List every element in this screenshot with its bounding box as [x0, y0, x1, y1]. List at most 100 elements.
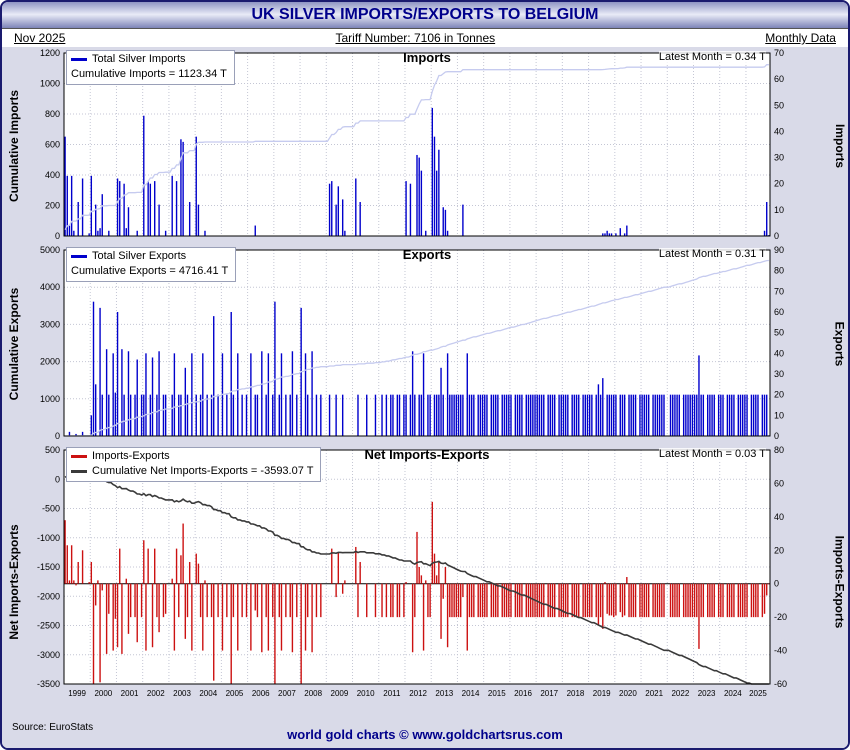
svg-text:2023: 2023	[698, 689, 716, 698]
svg-text:2016: 2016	[514, 689, 532, 698]
svg-text:0: 0	[774, 579, 779, 589]
svg-text:2019: 2019	[593, 689, 611, 698]
svg-text:-1500: -1500	[37, 562, 60, 572]
net-panel: Net Imports-Exports Imports-Exports -350…	[2, 444, 848, 719]
svg-text:2006: 2006	[252, 689, 270, 698]
svg-text:2020: 2020	[619, 689, 637, 698]
svg-text:400: 400	[45, 170, 60, 180]
svg-text:-1000: -1000	[37, 533, 60, 543]
svg-text:2018: 2018	[567, 689, 585, 698]
imports-plot: 0 200 400 600 800 1000 1200 0 10 20 30 40 50 60 70	[40, 48, 784, 241]
svg-text:-3500: -3500	[37, 679, 60, 689]
svg-text:50: 50	[774, 100, 784, 110]
svg-text:30: 30	[774, 369, 784, 379]
svg-text:10: 10	[774, 205, 784, 215]
svg-text:90: 90	[774, 245, 784, 255]
net-right-axis-label: Imports-Exports	[833, 535, 847, 628]
svg-text:-60: -60	[774, 679, 787, 689]
svg-text:30: 30	[774, 153, 784, 163]
imports-right-axis-label: Imports	[833, 123, 847, 168]
svg-text:2004: 2004	[199, 689, 217, 698]
svg-text:800: 800	[45, 109, 60, 119]
svg-text:-20: -20	[774, 612, 787, 622]
svg-text:70: 70	[774, 286, 784, 296]
svg-text:80: 80	[774, 445, 784, 455]
svg-text:0: 0	[55, 231, 60, 241]
svg-text:40: 40	[774, 512, 784, 522]
svg-text:2012: 2012	[409, 689, 427, 698]
subheader: Nov 2025 Tariff Number: 7106 in Tonnes M…	[2, 29, 848, 47]
imports-legend: Total Silver Imports Cumulative Imports …	[66, 50, 235, 85]
svg-text:2005: 2005	[226, 689, 244, 698]
imports-series-swatch	[71, 58, 87, 61]
net-cumulative-swatch	[71, 470, 87, 473]
exports-cumulative-label: Cumulative Exports = 4716.41 T	[71, 265, 229, 277]
source-label: Source: EuroStats	[12, 722, 94, 733]
charts-region: Cumulative Imports Imports 0 200 400 600 800…	[2, 47, 848, 719]
exports-panel: Cumulative Exports Exports 0 1000 2000 3000…	[2, 244, 848, 444]
svg-text:2002: 2002	[147, 689, 165, 698]
svg-text:2000: 2000	[94, 689, 112, 698]
net-series-swatch	[71, 455, 87, 458]
svg-text:1200: 1200	[40, 48, 60, 58]
imports-cumulative-label: Cumulative Imports = 1123.34 T	[71, 68, 227, 80]
svg-text:1999: 1999	[68, 689, 86, 698]
imports-title: Imports	[403, 50, 451, 65]
svg-text:2013: 2013	[435, 689, 453, 698]
svg-text:50: 50	[774, 328, 784, 338]
svg-text:2015: 2015	[488, 689, 506, 698]
exports-legend: Total Silver Exports Cumulative Exports …	[66, 247, 237, 282]
svg-text:600: 600	[45, 140, 60, 150]
footer: Source: EuroStats world gold charts © ww…	[2, 719, 848, 748]
net-left-axis-label: Net Imports-Exports	[7, 523, 21, 640]
brand-label: world gold charts © www.goldchartsrus.co…	[287, 726, 563, 742]
svg-text:2008: 2008	[304, 689, 322, 698]
svg-text:500: 500	[45, 445, 60, 455]
svg-text:2000: 2000	[40, 357, 60, 367]
svg-text:0: 0	[55, 431, 60, 441]
svg-text:10: 10	[774, 410, 784, 420]
svg-text:2011: 2011	[383, 689, 401, 698]
svg-text:2010: 2010	[357, 689, 375, 698]
date-label: Nov 2025	[14, 31, 66, 45]
net-latest-badge: Latest Month = 0.03 T	[658, 448, 766, 460]
net-legend: Imports-Exports Cumulative Net Imports-E…	[66, 447, 322, 482]
svg-text:-2500: -2500	[37, 621, 60, 631]
svg-text:60: 60	[774, 74, 784, 84]
exports-plot: 0 1000 2000 3000 4000 5000 0 10 20 30 40 50 60 70 80 90	[40, 245, 784, 441]
svg-text:60: 60	[774, 307, 784, 317]
svg-text:1000: 1000	[40, 394, 60, 404]
svg-text:40: 40	[774, 348, 784, 358]
imports-left-axis-label: Cumulative Imports	[7, 89, 21, 202]
svg-text:2025: 2025	[749, 689, 767, 698]
imports-latest-badge: Latest Month = 0.34 T	[658, 51, 766, 63]
svg-text:-3000: -3000	[37, 650, 60, 660]
net-plot: -3500 -3000 -2500 -2000 -1500 -1000 -500 0 500 -6…	[37, 445, 787, 698]
svg-text:3000: 3000	[40, 319, 60, 329]
imports-panel: Cumulative Imports Imports 0 200 400 600 800…	[2, 47, 848, 244]
svg-text:1000: 1000	[40, 79, 60, 89]
svg-text:80: 80	[774, 266, 784, 276]
imports-series-label: Total Silver Imports	[92, 53, 186, 65]
svg-text:-500: -500	[42, 504, 60, 514]
svg-text:-2000: -2000	[37, 591, 60, 601]
svg-text:40: 40	[774, 126, 784, 136]
net-series-label: Imports-Exports	[92, 450, 170, 462]
svg-text:2003: 2003	[173, 689, 191, 698]
svg-text:2021: 2021	[645, 689, 663, 698]
svg-text:2014: 2014	[462, 689, 480, 698]
svg-text:2007: 2007	[278, 689, 296, 698]
svg-text:2009: 2009	[331, 689, 349, 698]
exports-right-axis-label: Exports	[833, 321, 847, 367]
exports-latest-badge: Latest Month = 0.31 T	[658, 248, 766, 260]
exports-title: Exports	[402, 247, 452, 262]
svg-text:20: 20	[774, 545, 784, 555]
exports-left-axis-label: Cumulative Exports	[7, 287, 21, 401]
svg-text:2017: 2017	[540, 689, 558, 698]
tariff-label: Tariff Number: 7106 in Tonnes	[335, 31, 496, 45]
exports-series-swatch	[71, 255, 87, 258]
svg-text:2024: 2024	[724, 689, 742, 698]
svg-text:20: 20	[774, 390, 784, 400]
svg-text:200: 200	[45, 201, 60, 211]
